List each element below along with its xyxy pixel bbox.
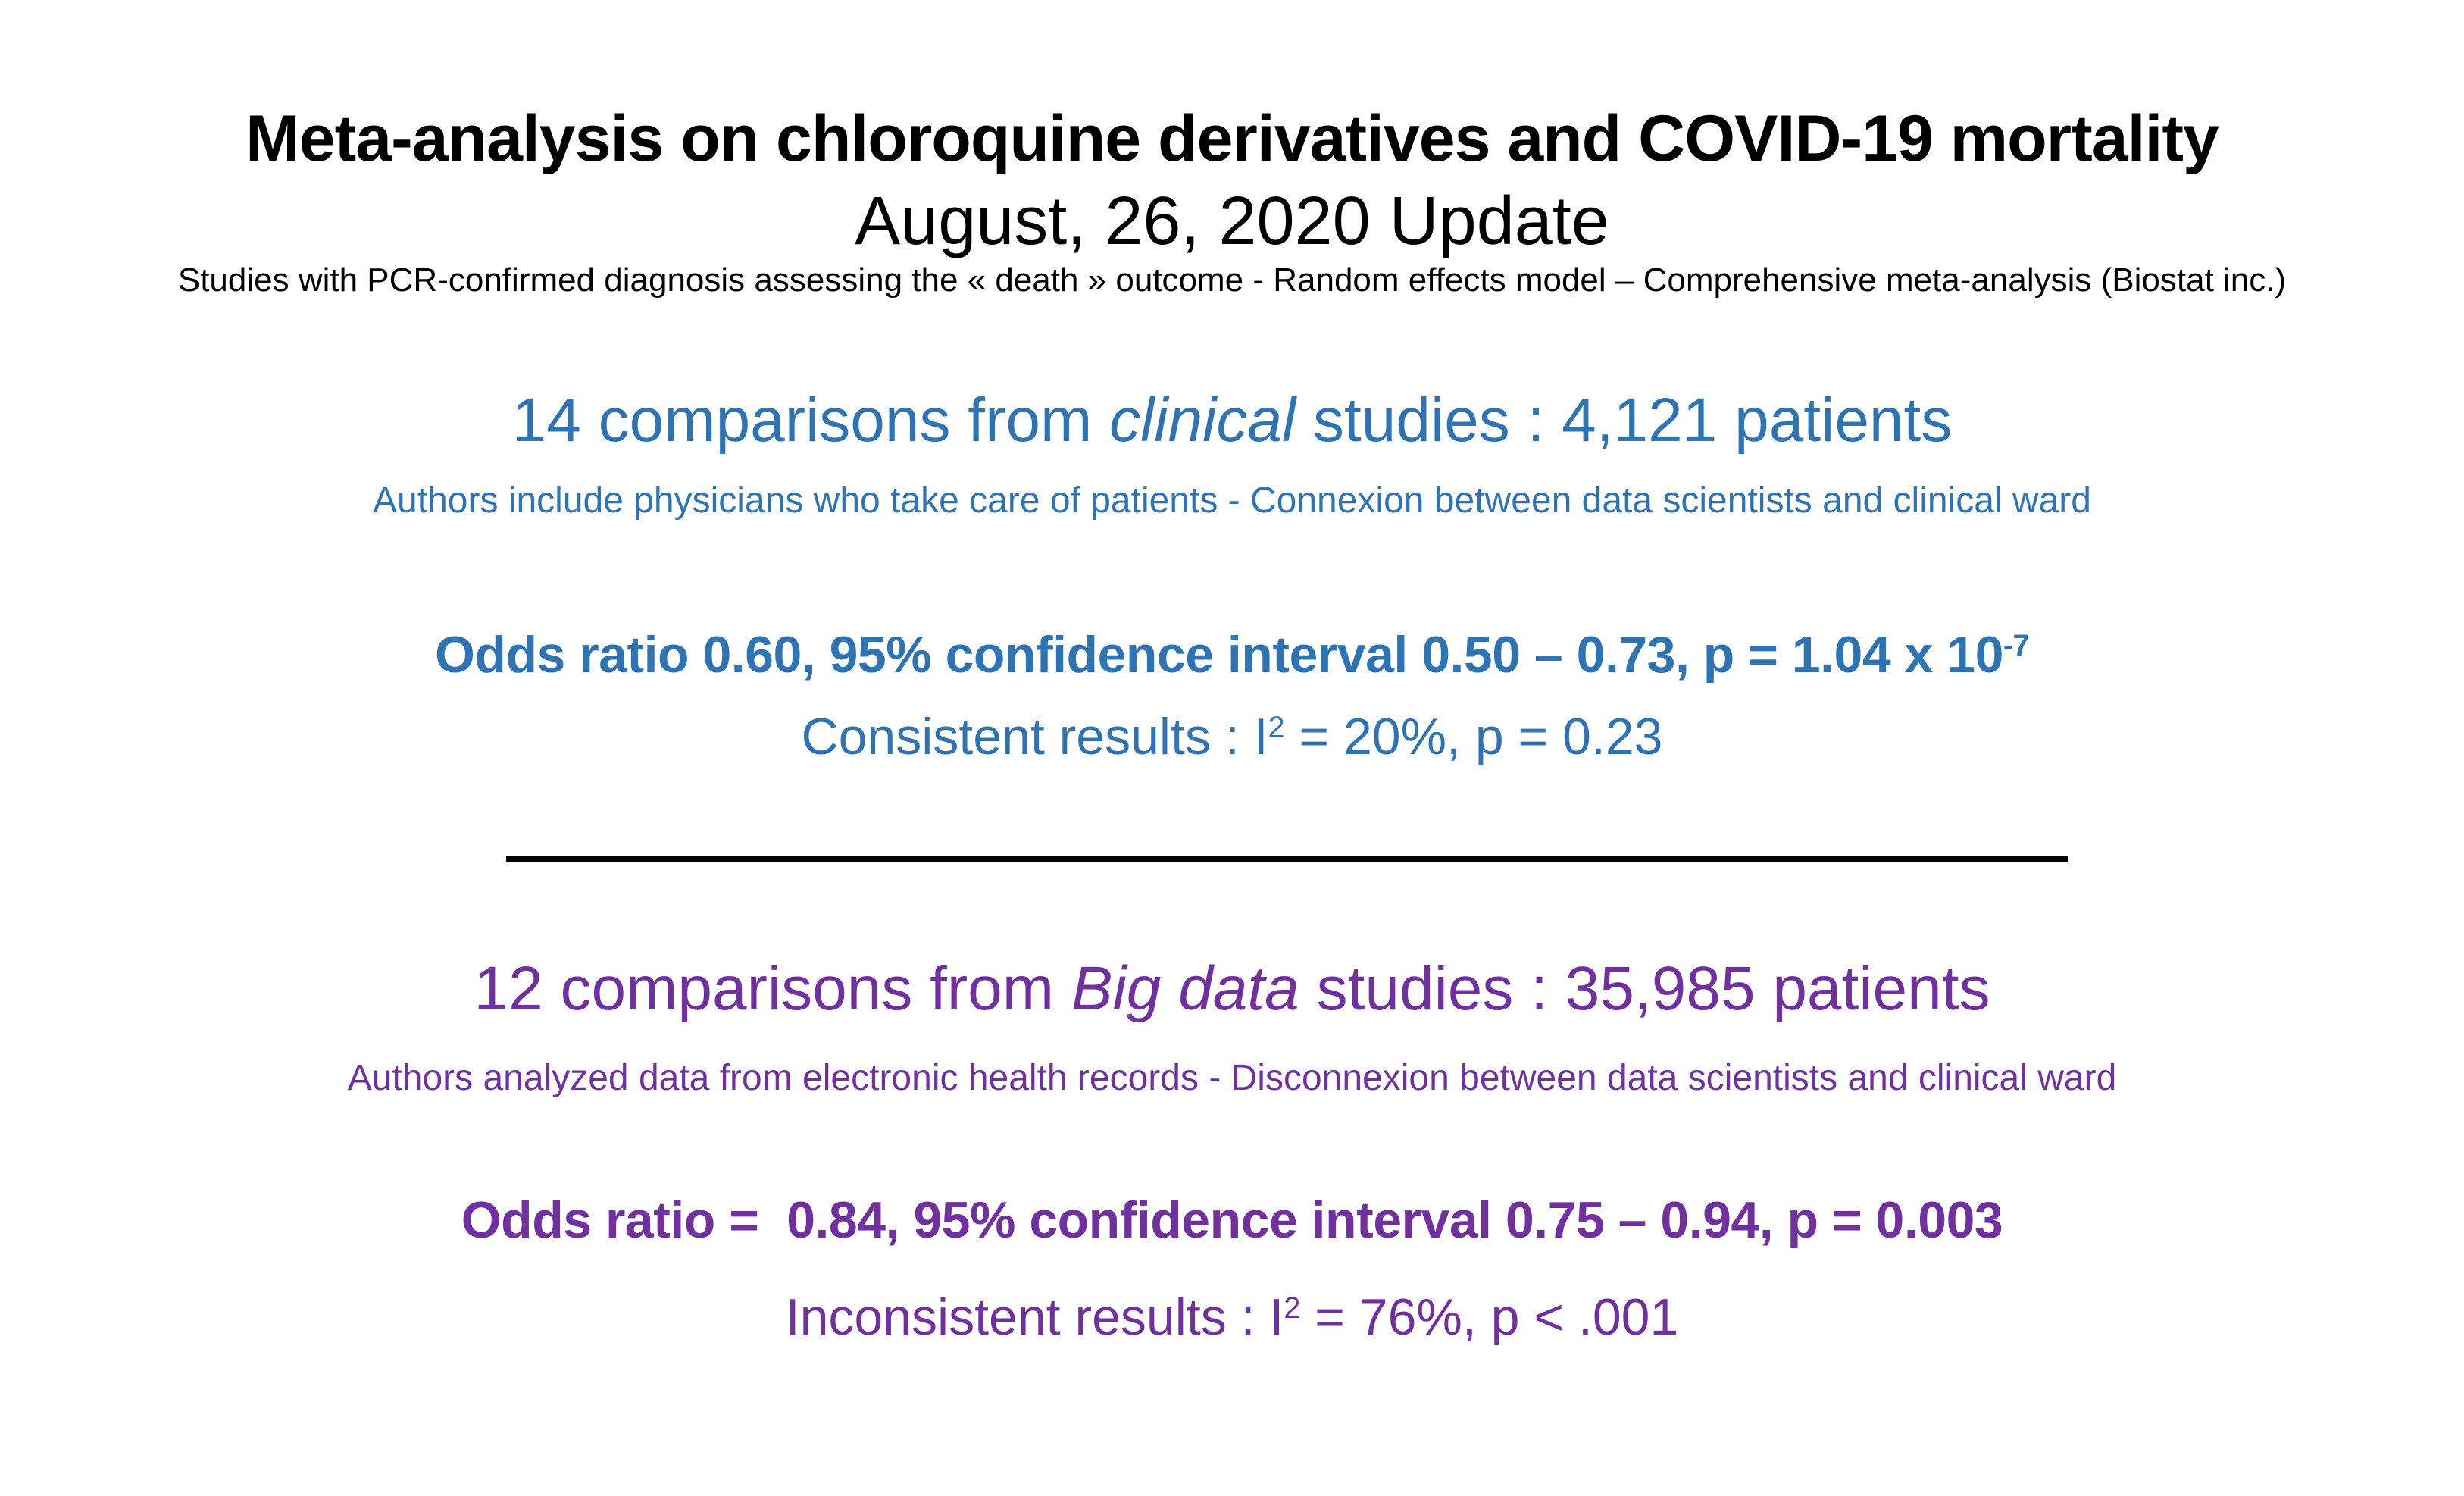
- bigdata-consistency-result: Inconsistent results : I2 = 76%, p < .00…: [0, 1287, 2464, 1349]
- update-date-subtitle: August, 26, 2020 Update: [855, 183, 1609, 259]
- section-divider: [506, 856, 2068, 862]
- methods-note: Studies with PCR-confirmed diagnosis ass…: [177, 261, 2287, 299]
- bigdata-authors-note: Authors analyzed data from electronic he…: [347, 1058, 2117, 1098]
- clinical-heading-post: studies : 4,121 patients: [1296, 386, 1953, 455]
- bigdata-heading-post: studies : 35,985 patients: [1299, 954, 1990, 1023]
- clinical-odds-exponent: -7: [2003, 629, 2030, 663]
- bigdata-result-sup: 2: [1284, 1291, 1301, 1325]
- clinical-result-sup: 2: [1268, 711, 1285, 745]
- bigdata-section-heading: 12 comparisons from Big data studies : 3…: [0, 952, 2464, 1026]
- clinical-odds-main: Odds ratio 0.60, 95% confidence interval…: [435, 626, 2003, 684]
- page-title: Meta-analysis on chloroquine derivatives…: [245, 102, 2219, 175]
- bigdata-heading-italic: Big data: [1071, 954, 1299, 1023]
- bigdata-heading-pre: 12 comparisons from: [474, 954, 1071, 1023]
- clinical-result-post: = 20%, p = 0.23: [1284, 708, 1663, 765]
- clinical-odds-ratio: Odds ratio 0.60, 95% confidence interval…: [0, 624, 2464, 687]
- bigdata-result-pre: Inconsistent results : I: [785, 1288, 1284, 1346]
- bigdata-odds-ratio: Odds ratio = 0.84, 95% confidence interv…: [461, 1191, 2003, 1249]
- bigdata-result-post: = 76%, p < .001: [1300, 1288, 1679, 1346]
- clinical-heading-pre: 14 comparisons from: [511, 386, 1110, 455]
- clinical-result-pre: Consistent results : I: [801, 708, 1268, 765]
- clinical-section-heading: 14 comparisons from clinical studies : 4…: [0, 383, 2464, 458]
- clinical-heading-italic: clinical: [1109, 386, 1296, 455]
- clinical-authors-note: Authors include physicians who take care…: [373, 480, 2091, 521]
- clinical-consistency-result: Consistent results : I2 = 20%, p = 0.23: [0, 706, 2464, 768]
